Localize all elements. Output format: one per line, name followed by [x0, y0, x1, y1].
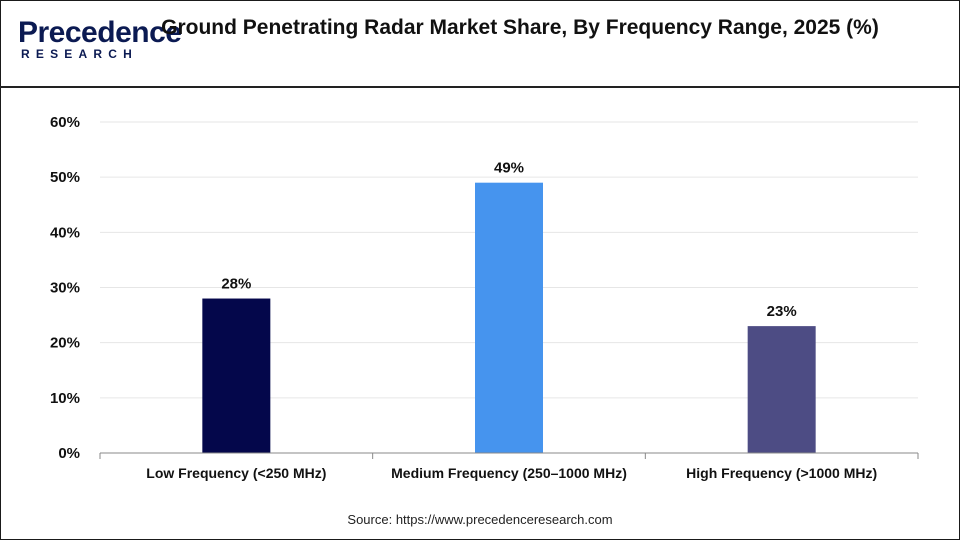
- x-category-label: Low Frequency (<250 MHz): [146, 465, 326, 481]
- y-tick-label: 10%: [50, 390, 80, 407]
- y-tick-label: 20%: [50, 335, 80, 352]
- y-tick-label: 60%: [50, 114, 80, 131]
- data-label: 49%: [494, 160, 524, 177]
- brand-name: Precedence: [18, 16, 182, 49]
- bars: [202, 182, 816, 453]
- header: Precedence RESEARCH Ground Penetrating R…: [0, 0, 960, 88]
- x-axis: [99, 452, 919, 459]
- brand-logo: Precedence RESEARCH: [18, 14, 182, 64]
- bar: [475, 182, 543, 453]
- x-axis-categories: Low Frequency (<250 MHz) Medium Frequency…: [146, 465, 877, 481]
- source-note: Source: https://www.precedenceresearch.c…: [347, 512, 613, 527]
- y-tick-label: 0%: [58, 445, 80, 462]
- data-label: 28%: [221, 276, 251, 293]
- chart-title: Ground Penetrating Radar Market Share, B…: [161, 16, 879, 39]
- bar: [202, 298, 271, 453]
- y-tick-label: 40%: [50, 224, 80, 241]
- y-axis-ticks: 0% 10% 20% 30% 40% 50% 60%: [50, 114, 80, 462]
- data-labels: 28% 49% 23%: [221, 160, 796, 320]
- y-tick-label: 50%: [50, 169, 80, 186]
- data-label: 23%: [767, 303, 797, 320]
- bar: [747, 326, 816, 453]
- y-tick-label: 30%: [50, 280, 80, 297]
- x-category-label: High Frequency (>1000 MHz): [686, 465, 877, 481]
- x-category-label: Medium Frequency (250–1000 MHz): [391, 465, 627, 481]
- brand-sub: RESEARCH: [21, 47, 138, 61]
